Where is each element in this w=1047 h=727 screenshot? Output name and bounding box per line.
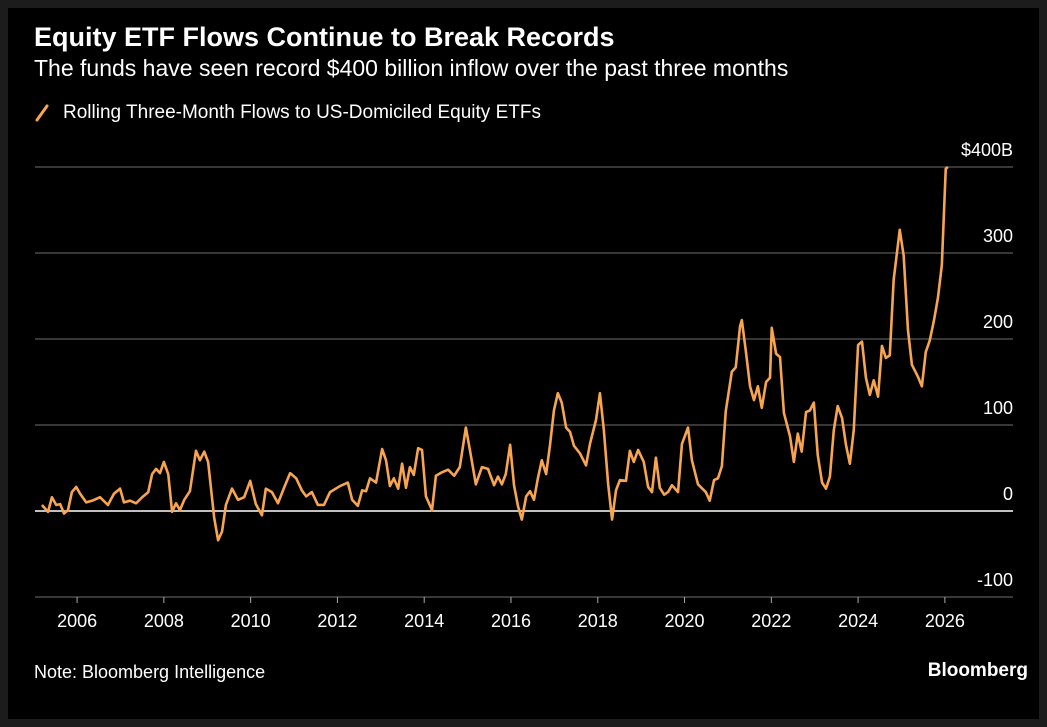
y-tick-label: 200: [983, 312, 1013, 332]
y-tick-label: 0: [1003, 484, 1013, 504]
chart-title: Equity ETF Flows Continue to Break Recor…: [34, 22, 615, 52]
data-line: [40, 165, 949, 542]
x-tick-label: 2018: [578, 611, 618, 631]
x-tick-label: 2010: [231, 611, 271, 631]
x-tick-label: 2006: [57, 611, 97, 631]
chart-subtitle: The funds have seen record $400 billion …: [34, 55, 788, 81]
x-tick-label: 2022: [751, 611, 791, 631]
y-tick-label: $400B: [961, 140, 1013, 160]
chart-background: [8, 8, 1039, 719]
y-tick-label: 100: [983, 398, 1013, 418]
legend-swatch: [35, 104, 49, 122]
x-tick-label: 2026: [925, 611, 965, 631]
x-tick-label: 2016: [491, 611, 531, 631]
y-tick-label: 300: [983, 226, 1013, 246]
x-tick-label: 2008: [144, 611, 184, 631]
note: Note: Bloomberg Intelligence: [34, 662, 265, 682]
source: Bloomberg: [928, 660, 1028, 681]
x-tick-label: 2012: [317, 611, 357, 631]
x-tick-label: 2024: [838, 611, 878, 631]
y-tick-label: -100: [977, 570, 1013, 590]
legend-label: Rolling Three-Month Flows to US-Domicile…: [63, 102, 541, 123]
x-tick-label: 2014: [404, 611, 444, 631]
x-tick-label: 2020: [665, 611, 705, 631]
